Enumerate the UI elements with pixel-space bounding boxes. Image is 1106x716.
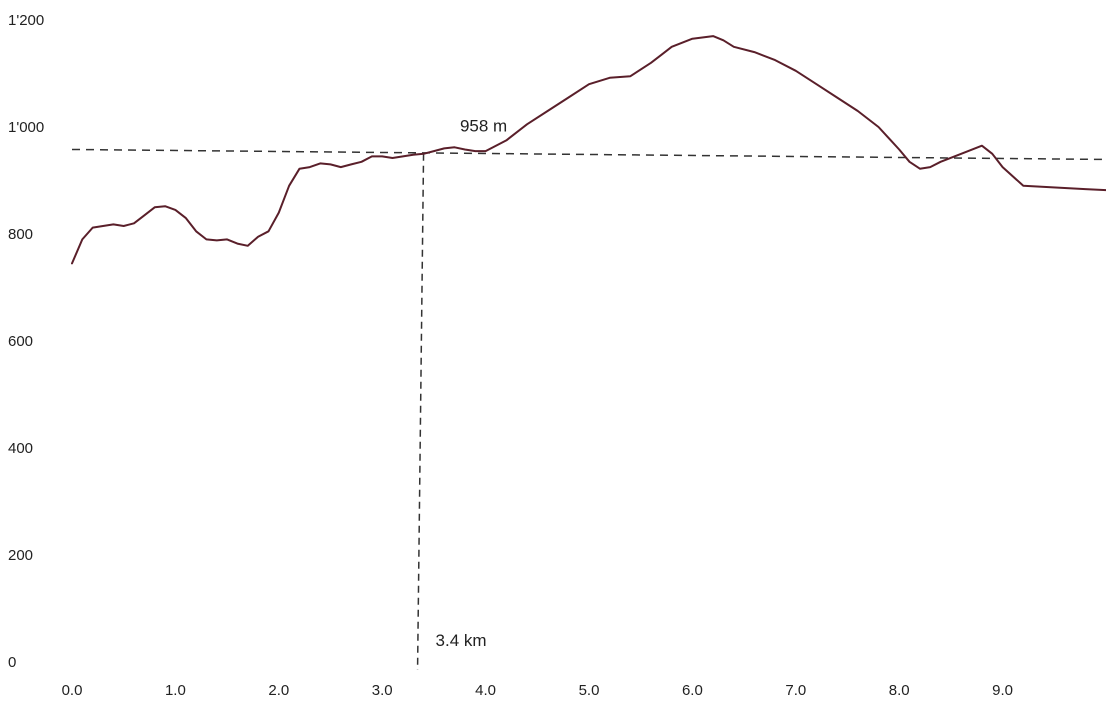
y-tick-label: 0 (8, 654, 16, 671)
x-tick-label: 3.0 (372, 682, 393, 699)
x-tick-label: 6.0 (682, 682, 703, 699)
y-axis: 0 200 400 600 800 1'000 1'200 (8, 12, 44, 671)
y-tick-label: 1'200 (8, 12, 44, 29)
x-axis: 0.0 1.0 2.0 3.0 4.0 5.0 6.0 7.0 8.0 9.0 (62, 682, 1013, 699)
x-tick-label: 7.0 (785, 682, 806, 699)
x-tick-label: 9.0 (992, 682, 1013, 699)
y-tick-label: 1'000 (8, 119, 44, 136)
horizontal-reference-line (71, 148, 1106, 161)
x-tick-label: 0.0 (62, 682, 83, 699)
series-group (71, 35, 1106, 265)
x-tick-label: 8.0 (889, 682, 910, 699)
x-tick-label: 1.0 (165, 682, 186, 699)
vertical-reference-line (416, 153, 425, 671)
annotations: 958 m 3.4 km (436, 116, 508, 650)
y-tick-label: 800 (8, 226, 33, 243)
elevation-series-line (71, 35, 1106, 265)
distance-annotation: 3.4 km (436, 631, 487, 650)
elevation-annotation: 958 m (460, 116, 507, 135)
y-tick-label: 600 (8, 333, 33, 350)
x-tick-label: 4.0 (475, 682, 496, 699)
y-tick-label: 200 (8, 547, 33, 564)
y-tick-label: 400 (8, 440, 33, 457)
reference-lines (71, 148, 1106, 671)
x-tick-label: 2.0 (268, 682, 289, 699)
x-tick-label: 5.0 (579, 682, 600, 699)
